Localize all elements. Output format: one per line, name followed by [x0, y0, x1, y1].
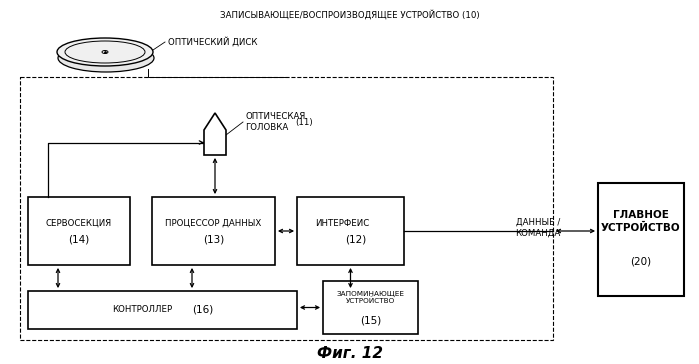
- Bar: [28, 197, 130, 265]
- Bar: [598, 183, 684, 296]
- Bar: [28, 291, 297, 329]
- Text: ОПТИЧЕСКИЙ ДИСК: ОПТИЧЕСКИЙ ДИСК: [168, 37, 257, 47]
- Text: СЕРВОСЕКЦИЯ: СЕРВОСЕКЦИЯ: [46, 218, 112, 228]
- Text: ПРОЦЕССОР ДАННЫХ: ПРОЦЕССОР ДАННЫХ: [166, 218, 261, 228]
- Text: (15): (15): [360, 316, 381, 325]
- Text: (14): (14): [69, 235, 89, 245]
- Ellipse shape: [57, 38, 153, 66]
- Ellipse shape: [102, 51, 108, 54]
- Text: (11): (11): [295, 118, 312, 127]
- Text: ОПТИЧЕСКАЯ
ГОЛОВКА: ОПТИЧЕСКАЯ ГОЛОВКА: [245, 112, 305, 132]
- Bar: [152, 197, 275, 265]
- Text: (12): (12): [345, 235, 366, 245]
- Bar: [20, 77, 553, 340]
- Text: (16): (16): [192, 305, 213, 315]
- Text: ЗАПОМИНАЮЩЕЕ
УСТРОЙСТВО: ЗАПОМИНАЮЩЕЕ УСТРОЙСТВО: [336, 290, 405, 305]
- Text: (20): (20): [630, 257, 651, 266]
- Text: ДАННЫЕ /
КОМАНДА: ДАННЫЕ / КОМАНДА: [515, 218, 561, 238]
- Ellipse shape: [58, 44, 154, 72]
- Polygon shape: [204, 113, 226, 155]
- Text: Фиг. 12: Фиг. 12: [317, 345, 383, 360]
- Bar: [323, 281, 418, 334]
- Text: КОНТРОЛЛЕР: КОНТРОЛЛЕР: [113, 305, 173, 314]
- Text: ИНТЕРФЕИС: ИНТЕРФЕИС: [315, 218, 370, 228]
- Bar: [297, 197, 404, 265]
- Text: (13): (13): [203, 235, 224, 245]
- Text: ЗАПИСЫВАЮЩЕЕ/ВОСПРОИЗВОДЯЩЕЕ УСТРОЙСТВО (10): ЗАПИСЫВАЮЩЕЕ/ВОСПРОИЗВОДЯЩЕЕ УСТРОЙСТВО …: [220, 10, 480, 20]
- Text: ГЛАВНОЕ
УСТРОЙСТВО: ГЛАВНОЕ УСТРОЙСТВО: [601, 210, 681, 233]
